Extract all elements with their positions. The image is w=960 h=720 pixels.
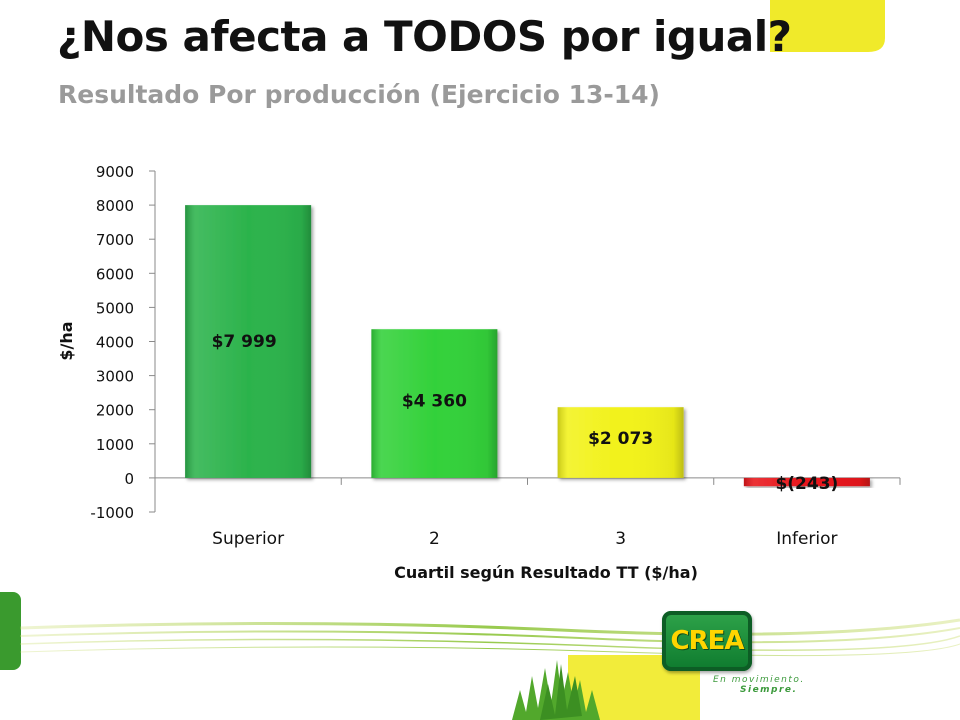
tagline-line-2: Siempre. <box>740 685 798 695</box>
x-tick-label: 2 <box>429 529 440 549</box>
left-tab <box>0 592 21 670</box>
bar-bevel <box>185 205 312 478</box>
y-tick-label: 8000 <box>96 197 134 215</box>
chart-labels: Superior $7 999 2 $4 360 3 $2 073 Inferior $(24… <box>212 332 839 549</box>
y-tick-label: 4000 <box>96 334 134 352</box>
x-tick-label: Inferior <box>776 529 837 549</box>
x-tick-label: Superior <box>212 529 284 549</box>
swoosh-lines <box>19 618 960 657</box>
chart-bars <box>185 205 870 487</box>
crea-logo: CREA <box>662 611 752 671</box>
x-axis-title: Cuartil según Resultado TT ($/ha) <box>394 563 698 582</box>
y-tick-label: 3000 <box>96 368 134 386</box>
logo-text: CREA <box>670 626 745 656</box>
y-tick-label: 1000 <box>96 436 134 454</box>
y-tick-label: 9000 <box>96 163 134 181</box>
x-tick-label: 3 <box>615 529 626 549</box>
corner-shape <box>770 0 885 52</box>
bar-bevel <box>371 329 498 478</box>
data-label: $7 999 <box>212 332 277 352</box>
bar-bevel <box>743 477 870 487</box>
bar-group <box>371 329 498 478</box>
bar-group <box>743 477 870 487</box>
bar-bevel <box>557 407 684 478</box>
y-axis-title: $/ha <box>57 321 76 360</box>
y-tick-label: 7000 <box>96 231 134 249</box>
y-tick-label: -1000 <box>90 504 134 522</box>
y-tick-label: 5000 <box>96 299 134 317</box>
tagline-line-1: En movimiento. <box>713 675 805 685</box>
y-tick-label: 0 <box>124 470 134 488</box>
y-tick-label: 2000 <box>96 402 134 420</box>
y-tick-label: 6000 <box>96 265 134 283</box>
slide-title: ¿Nos afecta a TODOS por igual? <box>57 12 792 61</box>
bar-group <box>185 205 312 478</box>
slide-subtitle: Resultado Por producción (Ejercicio 13-1… <box>58 80 660 109</box>
data-label: $(243) <box>775 474 838 494</box>
bar-group <box>557 407 684 478</box>
grass-graphic <box>512 660 600 720</box>
data-label: $2 073 <box>588 429 653 449</box>
data-label: $4 360 <box>402 392 467 412</box>
